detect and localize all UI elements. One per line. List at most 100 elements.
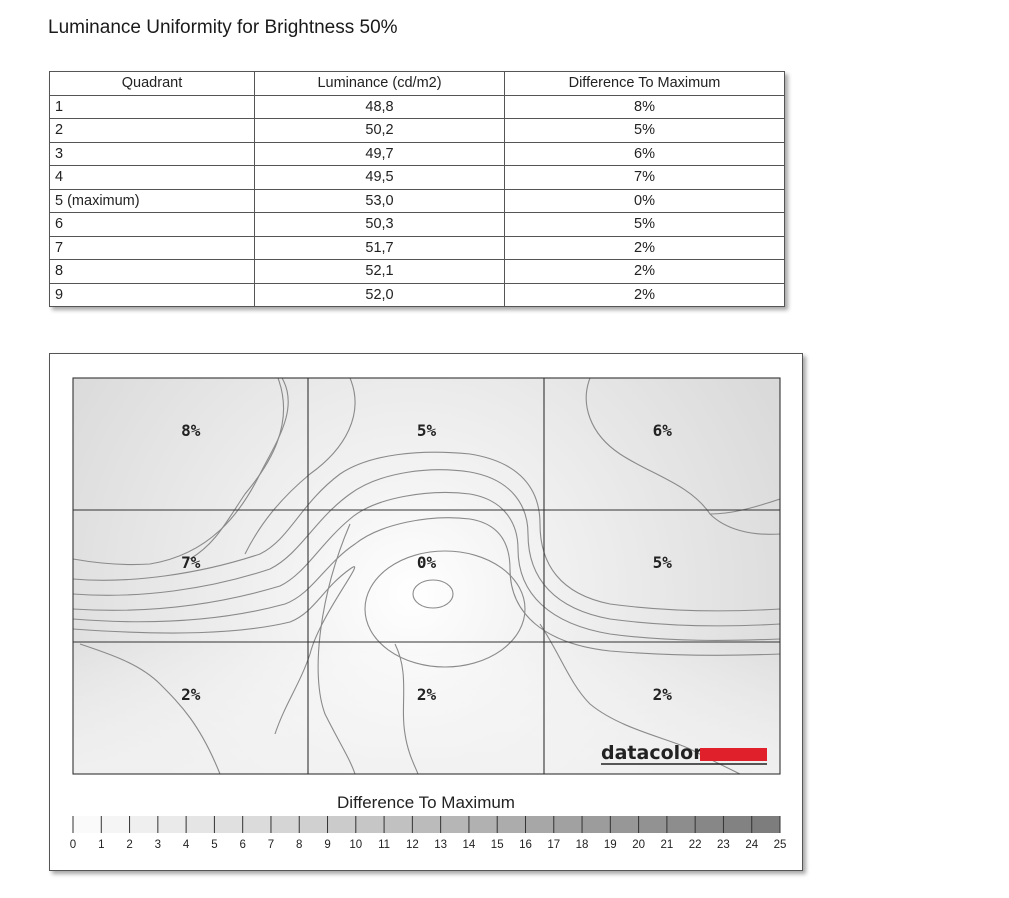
scale-tick-label: 24: [745, 839, 758, 851]
header-luminance: Luminance (cd/m2): [254, 71, 505, 96]
scale-swatch: [327, 816, 356, 833]
table-row: 5 (maximum) 53,0 0%: [49, 188, 785, 213]
color-scale: 0 1 2 3 4 5 6 7 8 9 10 11 12 13 14 15 16 17 18 19 20 21 22 23 24…: [70, 816, 787, 851]
scale-swatch: [440, 816, 469, 833]
scale-tick-label: 4: [183, 839, 190, 851]
datacolor-logo: datacolor: [601, 742, 767, 765]
luminance-table: Quadrant Luminance (cd/m2) Difference To…: [49, 71, 785, 307]
contour-line: [73, 517, 780, 656]
table-row: 6 50,3 5%: [49, 212, 785, 237]
scale-tick-label: 14: [463, 839, 476, 851]
scale-swatch: [751, 816, 780, 833]
cell-label: 8%: [181, 421, 201, 440]
scale-swatch: [695, 816, 724, 833]
cell-quadrant: 7: [49, 235, 255, 260]
scale-tick-label: 6: [239, 839, 245, 851]
cell-quadrant: 4: [49, 165, 255, 190]
contour-line: [73, 566, 356, 735]
cell-label: 6%: [653, 421, 673, 440]
scale-tick-label: 5: [211, 839, 217, 851]
uniformity-chart-frame: 8% 5% 6% 7% 0% 5% 2% 2% 2% datacolor Difference …: [49, 353, 803, 871]
page-title: Luminance Uniformity for Brightness 50%: [48, 17, 398, 38]
table-row: 2 50,2 5%: [49, 118, 785, 143]
cell-difference: 2%: [504, 235, 785, 260]
scale-swatch: [270, 816, 300, 833]
scale-title: Difference To Maximum: [337, 793, 515, 812]
scale-tick-label: 11: [378, 839, 390, 851]
scale-tick-label: 15: [491, 839, 504, 851]
cell-luminance: 49,7: [254, 141, 505, 166]
scale-swatch: [638, 816, 667, 833]
cell-difference: 2%: [504, 259, 785, 284]
scale-swatch: [723, 816, 752, 833]
contour-line: [73, 378, 289, 566]
contour-line: [539, 623, 741, 774]
scale-tick-label: 20: [632, 839, 645, 851]
scale-tick-label: 21: [660, 839, 673, 851]
scale-swatch: [497, 816, 526, 833]
scale-swatch: [582, 816, 611, 833]
cell-difference: 7%: [504, 165, 785, 190]
scale-tick-label: 13: [434, 839, 447, 851]
cell-label: 5%: [417, 421, 437, 440]
cell-quadrant: 1: [49, 94, 255, 119]
scale-tick-label: 23: [717, 839, 730, 851]
cell-difference: 2%: [504, 282, 785, 307]
scale-swatch: [299, 816, 328, 833]
cell-label: 2%: [417, 685, 437, 704]
cell-labels: 8% 5% 6% 7% 0% 5% 2% 2% 2%: [181, 421, 672, 704]
contour-line: [73, 451, 780, 612]
quadrant-grid: [72, 377, 781, 775]
scale-swatch: [355, 816, 385, 833]
cell-difference: 8%: [504, 94, 785, 119]
scale-swatch: [666, 816, 696, 833]
scale-tick-label: 7: [268, 839, 274, 851]
table-row: 9 52,0 2%: [49, 282, 785, 307]
contour-line: [73, 492, 780, 641]
scale-tick-label: 8: [296, 839, 302, 851]
scale-swatch: [73, 816, 102, 833]
cell-label: 5%: [653, 553, 673, 572]
scale-swatch: [129, 816, 158, 833]
table-row: 8 52,1 2%: [49, 259, 785, 284]
scale-tick-label: 25: [774, 839, 787, 851]
plot-border: [72, 377, 781, 775]
contour-line: [189, 378, 285, 560]
cell-luminance: 48,8: [254, 94, 505, 119]
scale-swatch: [525, 816, 554, 833]
scale-tick-label: 22: [689, 839, 702, 851]
cell-quadrant: 3: [49, 141, 255, 166]
scale-tick-label: 1: [98, 839, 104, 851]
contour-line: [79, 643, 221, 774]
scale-swatch: [242, 816, 271, 833]
cell-quadrant: 8: [49, 259, 255, 284]
scale-tick-label: 0: [70, 839, 76, 851]
cell-luminance: 50,3: [254, 212, 505, 237]
cell-difference: 5%: [504, 118, 785, 143]
cell-label: 0%: [417, 553, 437, 572]
table-row: 4 49,5 7%: [49, 165, 785, 190]
contour-line: [394, 643, 419, 774]
cell-luminance: 52,1: [254, 259, 505, 284]
contour-line: [73, 469, 780, 627]
scale-tick-label: 18: [576, 839, 589, 851]
cell-luminance: 52,0: [254, 282, 505, 307]
header-difference: Difference To Maximum: [504, 71, 785, 96]
cell-quadrant: 6: [49, 212, 255, 237]
table-row: 3 49,7 6%: [49, 141, 785, 166]
table-row: 1 48,8 8%: [49, 94, 785, 119]
cell-luminance: 49,5: [254, 165, 505, 190]
contour-line: [364, 550, 526, 668]
scale-swatch: [468, 816, 498, 833]
scale-tick-label: 17: [547, 839, 560, 851]
logo-text: datacolor: [601, 742, 703, 764]
cell-difference: 6%: [504, 141, 785, 166]
uniformity-chart: 8% 5% 6% 7% 0% 5% 2% 2% 2% datacolor Difference …: [70, 377, 787, 851]
contour-line: [412, 579, 454, 609]
cell-label: 7%: [181, 553, 201, 572]
contour-line: [317, 523, 356, 774]
logo-bar: [700, 748, 767, 761]
table-row: 7 51,7 2%: [49, 235, 785, 260]
scale-tick-label: 10: [349, 839, 362, 851]
scale-swatch: [101, 816, 130, 833]
